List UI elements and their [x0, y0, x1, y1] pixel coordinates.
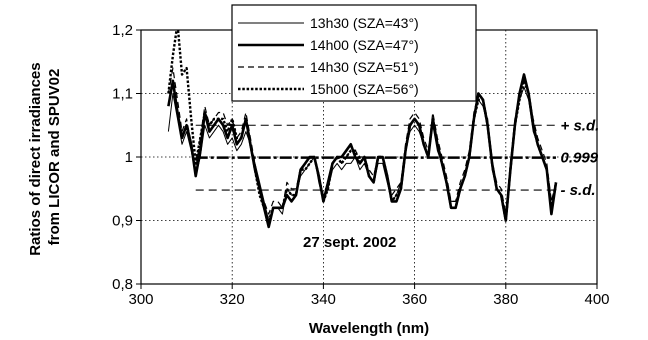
- reference-label: 0.999: [561, 150, 599, 167]
- y-axis-label-line-2: from LICOR and SPUV02: [46, 69, 63, 246]
- x-tick-label: 400: [584, 291, 609, 308]
- series-line: [167, 30, 558, 222]
- series-lines: [167, 30, 558, 229]
- y-tick-label: 1,1: [112, 86, 133, 103]
- legend-label: 14h00 (SZA=47°): [310, 37, 419, 53]
- legend-label: 15h00 (SZA=56°): [310, 81, 419, 97]
- y-tick-label: 1,2: [112, 22, 133, 39]
- x-tick-label: 360: [402, 291, 427, 308]
- legend-label: 14h30 (SZA=51°): [310, 59, 419, 75]
- legend-box: [231, 4, 477, 102]
- y-tick-label: 0,8: [112, 276, 133, 293]
- x-tick-label: 340: [311, 291, 336, 308]
- reference-label: + s.d.: [561, 117, 600, 134]
- x-tick-label: 320: [220, 291, 245, 308]
- reference-lines: [195, 124, 556, 191]
- y-tick-label: 1: [125, 149, 133, 166]
- legend-label: 13h30 (SZA=43°): [310, 15, 419, 31]
- legend: 13h30 (SZA=43°) 14h00 (SZA=47°) 14h30 (SZA…: [231, 4, 477, 102]
- series-line: [167, 73, 558, 229]
- reference-labels: + s.d. 0.999 - s.d.: [561, 117, 600, 199]
- date-annotation: 27 sept. 2002: [303, 234, 396, 251]
- y-axis-label: Ratios of direct irradiances from LICOR …: [27, 58, 63, 256]
- y-axis-label-line-1: Ratios of direct irradiances: [27, 62, 44, 255]
- y-tick-labels: 0,8 0,9 1 1,1 1,2: [112, 22, 141, 293]
- y-tick-label: 0,9: [112, 213, 133, 230]
- x-tick-labels: 300 320 340 360 380 400: [128, 284, 610, 308]
- x-tick-label: 300: [128, 291, 153, 308]
- x-axis-label: Wavelength (nm): [309, 320, 429, 337]
- reference-label: - s.d.: [561, 182, 596, 199]
- x-tick-label: 380: [493, 291, 518, 308]
